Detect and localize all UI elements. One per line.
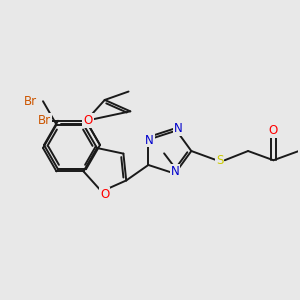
Text: O: O: [100, 188, 109, 201]
Text: N: N: [145, 134, 154, 146]
Text: Br: Br: [24, 95, 37, 108]
Text: N: N: [299, 142, 300, 155]
Text: Br: Br: [38, 114, 51, 127]
Text: O: O: [83, 114, 93, 127]
Text: N: N: [170, 165, 179, 178]
Text: N: N: [173, 122, 182, 135]
Text: S: S: [216, 154, 224, 167]
Text: H: H: [299, 152, 300, 166]
Text: O: O: [269, 124, 278, 137]
